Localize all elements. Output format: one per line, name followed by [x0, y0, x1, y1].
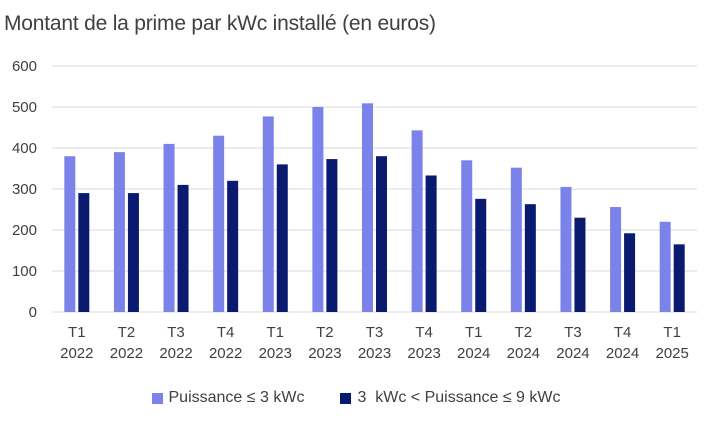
x-tick-label: 2022: [60, 345, 93, 362]
x-tick-label: T1: [663, 324, 681, 341]
x-tick-label: 2022: [159, 345, 192, 362]
legend-item-series-2: 3 kWc < Puissance ≤ 9 kWc: [340, 389, 561, 407]
bar-series-2: [177, 184, 189, 312]
bar-series-2: [78, 193, 90, 312]
y-tick-label: 600: [12, 58, 37, 75]
x-tick-label: T2: [515, 324, 533, 341]
bar-series-2: [127, 193, 139, 312]
bar-series-2: [624, 233, 636, 312]
x-tick-label: T4: [217, 324, 235, 341]
x-tick-label: T4: [614, 324, 632, 341]
x-tick-label: 2024: [507, 345, 540, 362]
legend-label-series-2: 3 kWc < Puissance ≤ 9 kWc: [357, 389, 561, 406]
x-tick-label: T3: [167, 324, 185, 341]
x-tick-label: 2024: [556, 345, 589, 362]
y-axis-ticks: 0 100 200 300 400 500 600: [12, 58, 37, 321]
x-tick-label: 2022: [209, 345, 242, 362]
y-tick-label: 200: [12, 222, 37, 239]
bar-series-1: [113, 152, 125, 312]
x-tick-label: T2: [118, 324, 136, 341]
legend-swatch-series-1: [151, 392, 163, 404]
x-tick-label: T2: [316, 324, 334, 341]
bar-series-2: [227, 180, 239, 312]
bar-series-2: [276, 164, 288, 312]
x-tick-label: T4: [415, 324, 433, 341]
bar-series-1: [312, 107, 324, 312]
bar-series-2: [425, 175, 437, 312]
x-tick-label: T3: [564, 324, 582, 341]
legend: Puissance ≤ 3 kWc 3 kWc < Puissance ≤ 9 …: [0, 389, 712, 407]
legend-label-series-1: Puissance ≤ 3 kWc: [168, 389, 305, 406]
x-tick-label: 2023: [259, 345, 292, 362]
x-tick-label: 2024: [606, 345, 639, 362]
bar-series-1: [64, 156, 76, 312]
bar-series-1: [461, 160, 473, 312]
bar-series-2: [326, 159, 338, 312]
x-tick-label: T3: [366, 324, 384, 341]
bar-series-2: [524, 204, 536, 312]
x-tick-label: 2023: [308, 345, 341, 362]
legend-swatch-series-2: [340, 392, 352, 404]
x-axis-ticks: T1 2022 T2 2022 T3 2022 T4 2022 T1 2023 T2 2023 T3 20…: [60, 324, 689, 362]
gridlines: [52, 65, 697, 313]
bar-series-1: [510, 167, 522, 312]
legend-item-series-1: Puissance ≤ 3 kWc: [151, 389, 305, 407]
bar-series-1: [213, 135, 225, 312]
x-tick-label: 2024: [457, 345, 490, 362]
x-tick-label: 2023: [407, 345, 440, 362]
y-tick-label: 0: [29, 304, 37, 321]
x-tick-label: T1: [267, 324, 285, 341]
bar-series-1: [362, 103, 373, 312]
chart-title: Montant de la prime par kWc installé (en…: [4, 12, 436, 35]
bar-series-1: [610, 207, 622, 312]
bar-series-1: [262, 116, 274, 313]
x-tick-label: T1: [465, 324, 483, 341]
y-tick-label: 300: [12, 181, 37, 198]
bar-series-2: [673, 244, 685, 312]
bar-series-2: [376, 156, 387, 312]
bar-series-1: [560, 186, 572, 312]
y-tick-label: 500: [12, 99, 37, 116]
x-tick-label: T1: [68, 324, 86, 341]
bar-series-1: [411, 130, 423, 312]
x-tick-label: 2022: [110, 345, 143, 362]
bar-series-2: [574, 217, 586, 312]
bar-series-2: [475, 198, 487, 312]
y-tick-label: 400: [12, 140, 37, 157]
bar-series-1: [163, 143, 175, 312]
x-tick-label: 2023: [358, 345, 391, 362]
x-tick-label: 2025: [656, 345, 689, 362]
bars: [64, 103, 685, 313]
bar-series-1: [659, 221, 671, 312]
y-tick-label: 100: [12, 263, 37, 280]
